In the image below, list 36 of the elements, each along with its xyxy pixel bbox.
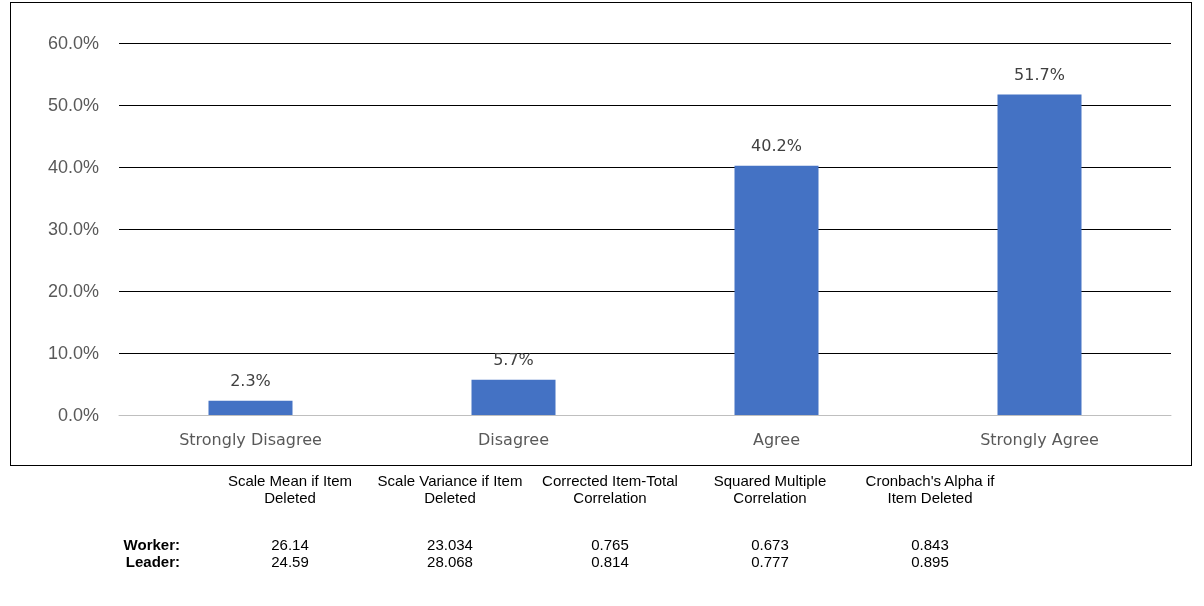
bar (208, 400, 293, 415)
text: 0.765 (590, 536, 630, 553)
y-tick-label: 30.0% (47, 219, 99, 239)
data-label: 40.2% (751, 136, 802, 156)
x-tick-label: Agree (752, 429, 801, 449)
data-label: 51.7% (1014, 64, 1065, 84)
x-tick-label: Strongly Agree (980, 429, 1099, 449)
bar (734, 165, 819, 415)
text: Scale Variance if Item Deleted (376, 472, 524, 506)
y-tick-label: 40.0% (47, 157, 99, 177)
data-label: 2.3% (230, 371, 271, 391)
text: 24.59 (270, 553, 310, 570)
x-tick-label: Disagree (478, 429, 549, 449)
text: Cronbach's Alpha if Item Deleted (864, 472, 996, 506)
text: 26.14 (270, 536, 310, 553)
text: Squared Multiple Correlation (712, 472, 828, 506)
text: 0.777 (750, 553, 790, 570)
y-tick-label: 0.0% (57, 405, 99, 425)
data-label: 5.7% (493, 350, 534, 370)
y-tick-label: 20.0% (47, 281, 99, 301)
text: Worker: (122, 536, 181, 553)
y-tick-label: 50.0% (47, 95, 99, 115)
text: 23.034 (426, 536, 474, 553)
text: 28.068 (426, 553, 474, 570)
text: 0.895 (910, 553, 950, 570)
text: 0.814 (590, 553, 630, 570)
x-tick-label: Strongly Disagree (179, 429, 322, 449)
text: Corrected Item-Total Correlation (541, 472, 679, 506)
y-tick-label: 60.0% (47, 33, 99, 53)
y-tick-label: 10.0% (47, 343, 99, 363)
bar (471, 379, 556, 415)
text: Scale Mean if Item Deleted (226, 472, 354, 506)
text: 0.843 (910, 536, 950, 553)
text: Leader: (124, 553, 181, 570)
text: 0.673 (750, 536, 790, 553)
bar (997, 94, 1082, 415)
